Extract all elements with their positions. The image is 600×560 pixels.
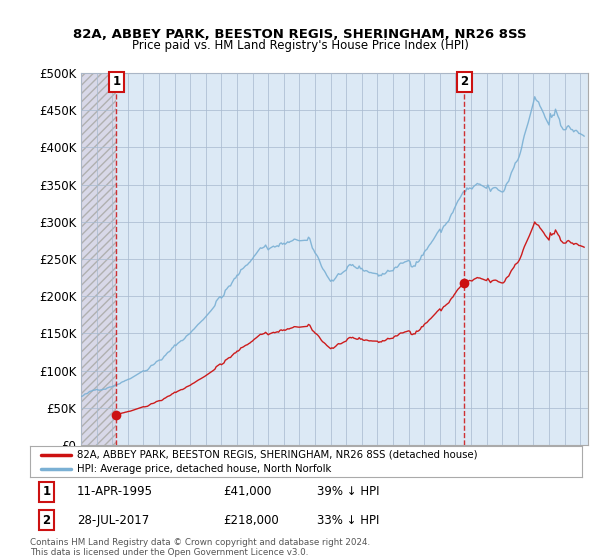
Text: 1: 1 [112,75,121,88]
Text: HPI: Average price, detached house, North Norfolk: HPI: Average price, detached house, Nort… [77,464,331,474]
Text: 2: 2 [43,514,50,526]
Text: £218,000: £218,000 [223,514,279,526]
Text: Contains HM Land Registry data © Crown copyright and database right 2024.
This d: Contains HM Land Registry data © Crown c… [30,538,370,557]
Text: 28-JUL-2017: 28-JUL-2017 [77,514,149,526]
Text: 82A, ABBEY PARK, BEESTON REGIS, SHERINGHAM, NR26 8SS: 82A, ABBEY PARK, BEESTON REGIS, SHERINGH… [73,28,527,41]
Text: 1: 1 [43,486,50,498]
Text: 39% ↓ HPI: 39% ↓ HPI [317,486,380,498]
Text: £41,000: £41,000 [223,486,272,498]
Text: 33% ↓ HPI: 33% ↓ HPI [317,514,379,526]
Polygon shape [81,73,116,445]
Text: 11-APR-1995: 11-APR-1995 [77,486,153,498]
Text: 82A, ABBEY PARK, BEESTON REGIS, SHERINGHAM, NR26 8SS (detached house): 82A, ABBEY PARK, BEESTON REGIS, SHERINGH… [77,450,478,460]
Text: 2: 2 [460,75,469,88]
Text: Price paid vs. HM Land Registry's House Price Index (HPI): Price paid vs. HM Land Registry's House … [131,39,469,53]
